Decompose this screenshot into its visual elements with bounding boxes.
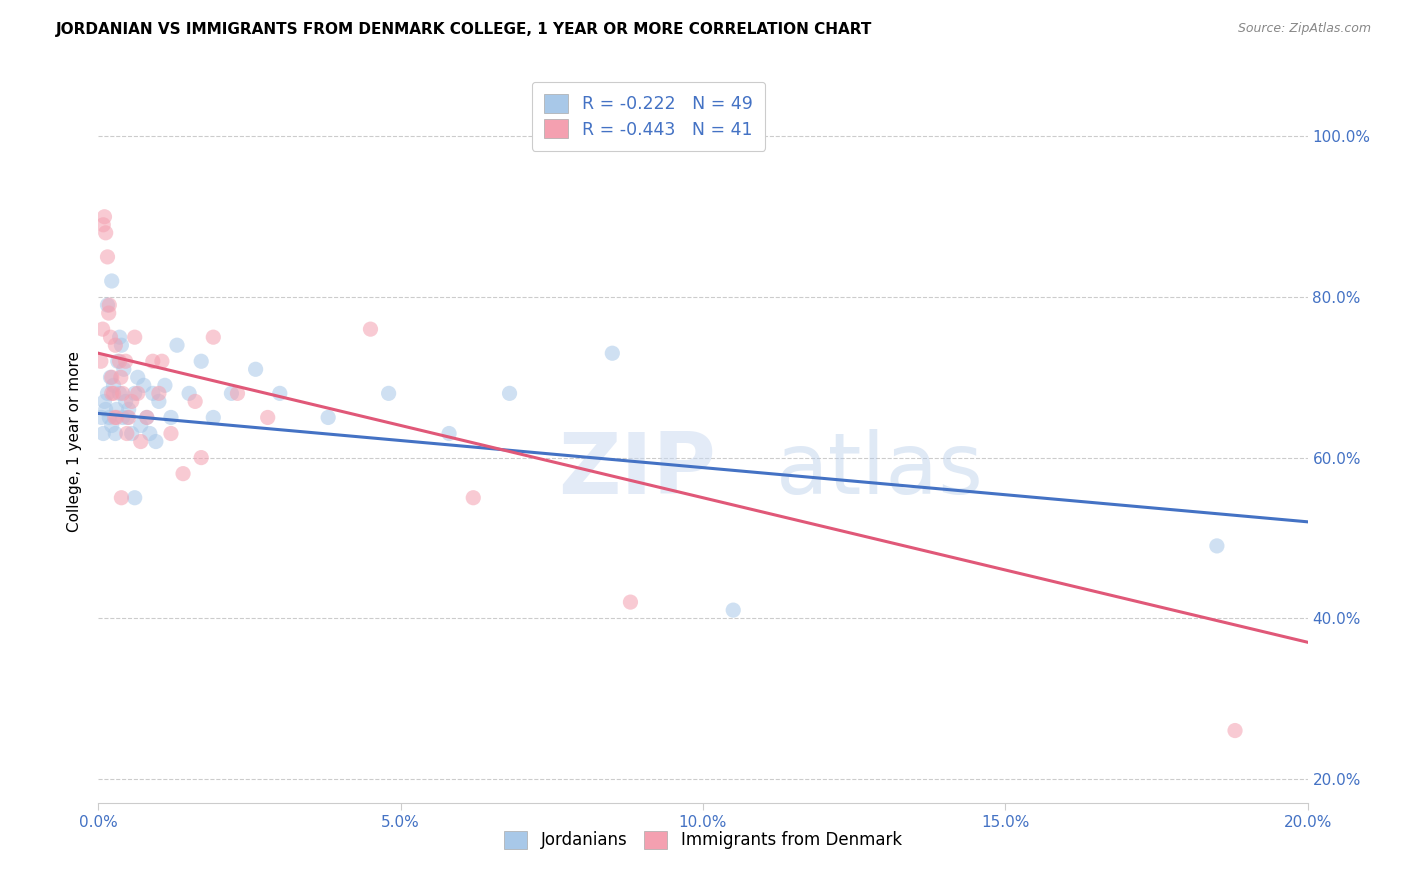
Point: [437, 426, 460, 441]
Point: [100, 370, 122, 384]
Point: [135, 410, 157, 425]
Point: [118, 410, 141, 425]
Point: [100, 418, 122, 433]
Point: [124, 386, 146, 401]
Point: [110, 370, 132, 384]
Point: [100, 386, 122, 401]
Point: [129, 434, 152, 449]
Point: [108, 386, 131, 401]
Point: [256, 410, 278, 425]
Point: [148, 386, 170, 401]
Point: [117, 410, 139, 425]
Point: [135, 410, 157, 425]
Point: [96, 386, 118, 401]
Point: [190, 354, 212, 368]
Point: [602, 346, 624, 360]
Point: [202, 410, 225, 425]
Point: [104, 338, 127, 352]
Point: [124, 330, 146, 344]
Point: [108, 354, 131, 368]
Point: [184, 394, 207, 409]
Point: [190, 450, 212, 465]
Point: [103, 386, 125, 401]
Point: [98, 410, 121, 425]
Point: [105, 410, 128, 425]
Point: [91, 322, 114, 336]
Point: [98, 298, 121, 312]
Point: [111, 386, 134, 401]
Point: [118, 402, 141, 417]
Point: [153, 378, 176, 392]
Point: [269, 386, 291, 401]
Point: [127, 386, 149, 401]
Point: [103, 378, 125, 392]
Text: atlas: atlas: [776, 429, 984, 512]
Point: [100, 370, 122, 384]
Point: [111, 410, 134, 425]
Point: [160, 410, 183, 425]
Point: [142, 354, 165, 368]
Point: [360, 322, 382, 336]
Point: [115, 426, 138, 441]
Point: [142, 386, 165, 401]
Point: [1223, 723, 1246, 738]
Point: [112, 362, 135, 376]
Point: [96, 298, 118, 312]
Point: [110, 338, 132, 352]
Point: [124, 491, 146, 505]
Point: [129, 418, 152, 433]
Point: [150, 354, 173, 368]
Point: [104, 410, 127, 425]
Point: [96, 250, 118, 264]
Point: [245, 362, 267, 376]
Point: [1206, 539, 1229, 553]
Point: [90, 410, 112, 425]
Point: [619, 595, 641, 609]
Point: [94, 402, 117, 417]
Point: [108, 330, 131, 344]
Point: [93, 210, 115, 224]
Point: [93, 394, 115, 409]
Point: [463, 491, 485, 505]
Point: [91, 426, 114, 441]
Point: [139, 426, 162, 441]
Point: [114, 354, 136, 368]
Text: JORDANIAN VS IMMIGRANTS FROM DENMARK COLLEGE, 1 YEAR OR MORE CORRELATION CHART: JORDANIAN VS IMMIGRANTS FROM DENMARK COL…: [56, 22, 873, 37]
Point: [97, 306, 120, 320]
Text: Source: ZipAtlas.com: Source: ZipAtlas.com: [1237, 22, 1371, 36]
Point: [121, 426, 143, 441]
Point: [226, 386, 249, 401]
Point: [107, 354, 129, 368]
Point: [100, 274, 122, 288]
Point: [202, 330, 225, 344]
Point: [94, 226, 117, 240]
Y-axis label: College, 1 year or more: College, 1 year or more: [67, 351, 83, 532]
Legend: Jordanians, Immigrants from Denmark: Jordanians, Immigrants from Denmark: [494, 821, 912, 860]
Text: ZIP: ZIP: [558, 429, 716, 512]
Point: [148, 394, 170, 409]
Point: [105, 402, 128, 417]
Point: [160, 426, 183, 441]
Point: [179, 386, 201, 401]
Point: [145, 434, 167, 449]
Point: [127, 370, 149, 384]
Point: [166, 338, 188, 352]
Point: [104, 426, 127, 441]
Point: [91, 218, 114, 232]
Point: [110, 491, 132, 505]
Point: [114, 394, 136, 409]
Point: [100, 330, 122, 344]
Point: [316, 410, 339, 425]
Point: [121, 394, 143, 409]
Point: [723, 603, 745, 617]
Point: [90, 354, 112, 368]
Point: [221, 386, 243, 401]
Point: [498, 386, 520, 401]
Point: [132, 378, 155, 392]
Point: [172, 467, 194, 481]
Point: [377, 386, 399, 401]
